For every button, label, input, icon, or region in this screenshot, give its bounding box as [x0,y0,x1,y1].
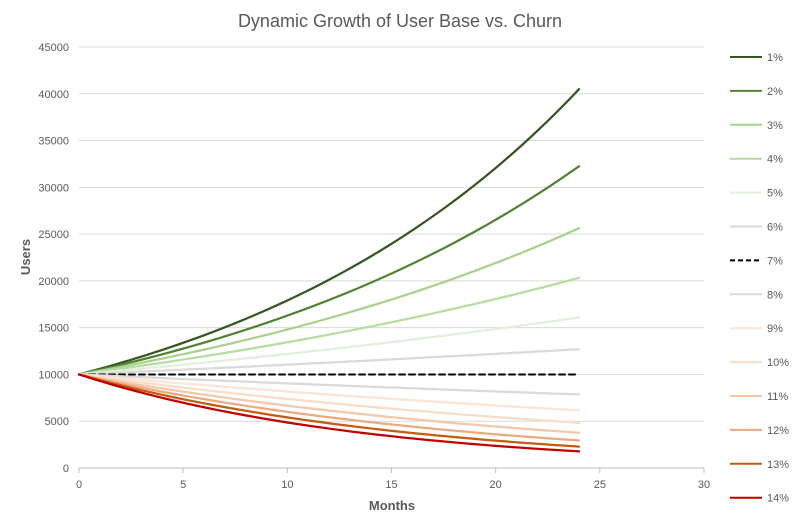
x-tick-label: 10 [281,479,293,491]
series-line-5pct [77,316,581,376]
y-tick-label: 30000 [38,182,69,194]
y-tick-label: 0 [63,463,69,475]
legend-item[interactable]: 5% [730,188,783,200]
legend-item[interactable]: 8% [730,289,783,301]
y-tick-label: 40000 [38,89,69,101]
legend-label: 10% [767,357,789,369]
x-tick-label: 30 [698,479,710,491]
y-tick-label: 10000 [38,369,69,381]
legend-item[interactable]: 4% [730,154,783,166]
legend-label: 7% [767,255,783,267]
series-line-9pct [77,373,581,412]
legend-item[interactable]: 1% [730,52,783,64]
legend-label: 9% [767,323,783,335]
legend[interactable]: 1% 2% 3% 4% 5% 6% 7% 8% 9% 10% 11% 12% 13% 14% [730,52,789,505]
legend-label: 2% [767,86,783,98]
legend-item[interactable]: 6% [730,222,783,234]
y-tick-label: 35000 [38,136,69,148]
legend-item[interactable]: 14% [730,493,789,505]
legend-label: 8% [767,289,783,301]
series-line-3pct [77,227,581,376]
legend-item[interactable]: 12% [730,425,789,437]
y-tick-label: 15000 [38,323,69,335]
legend-label: 11% [767,391,788,403]
x-axis-title: Months [369,498,415,513]
x-tick-label: 20 [490,479,502,491]
x-tick-label: 25 [594,479,606,491]
series-line-2pct [77,165,581,376]
series-line-10pct [77,373,581,424]
series-line-6pct [77,348,581,376]
legend-label: 13% [767,459,789,471]
legend-item[interactable]: 11% [730,391,788,403]
series-line-13pct [77,373,581,448]
series-lines [77,88,581,453]
y-tick-label: 20000 [38,276,69,288]
legend-label: 1% [767,52,783,64]
legend-item[interactable]: 9% [730,323,783,335]
series-line-4pct [77,276,581,376]
legend-label: 14% [767,493,789,505]
y-tick-label: 25000 [38,229,69,241]
legend-label: 6% [767,222,783,234]
legend-item[interactable]: 7% [730,255,783,267]
legend-item[interactable]: 10% [730,357,789,369]
series-line-14pct [77,373,581,453]
legend-item[interactable]: 3% [730,120,783,132]
legend-item[interactable]: 13% [730,459,789,471]
series-line-8pct [77,373,581,396]
legend-label: 3% [767,120,783,132]
series-line-1pct [77,88,581,376]
series-line-12pct [77,373,581,442]
y-axis-title: Users [18,239,33,275]
y-tick-label: 45000 [38,42,69,54]
x-tick-label: 15 [385,479,397,491]
series-line-11pct [77,373,581,434]
legend-item[interactable]: 2% [730,86,783,98]
legend-label: 5% [767,188,783,200]
y-tick-label: 5000 [45,416,69,428]
x-tick-label: 0 [76,479,82,491]
chart-title: Dynamic Growth of User Base vs. Churn [238,11,562,31]
legend-label: 12% [767,425,789,437]
legend-label: 4% [767,154,783,166]
axes: 0 5000 10000 15000 20000 25000 30000 35000 40000… [38,42,710,491]
x-tick-label: 5 [180,479,186,491]
